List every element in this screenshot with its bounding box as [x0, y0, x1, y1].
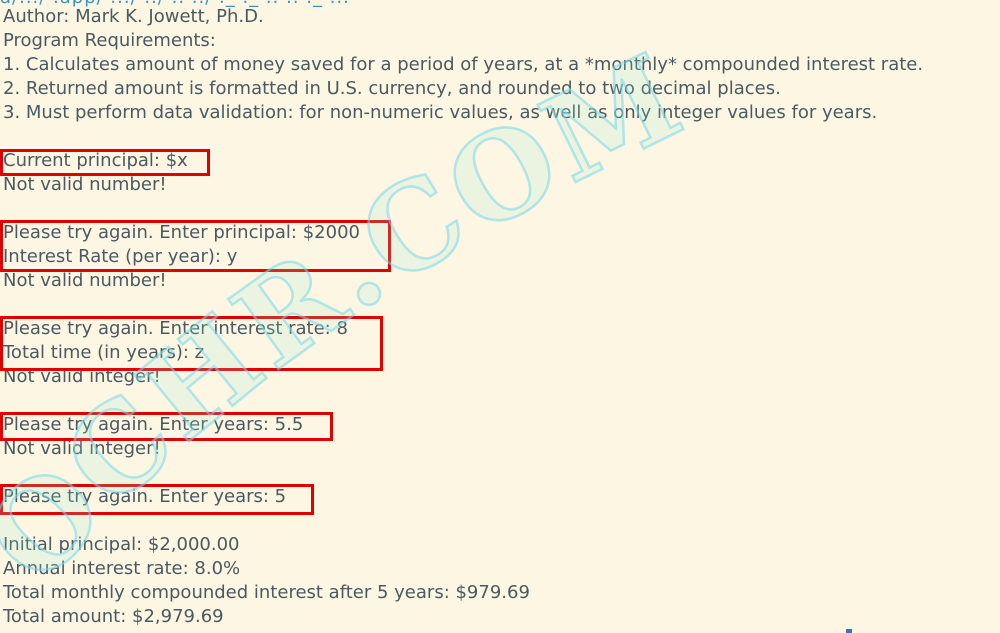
principal-prompt: Current principal: $x — [3, 150, 188, 171]
error-not-valid-number: Not valid number! — [3, 174, 167, 195]
requirement-item-3: 3. Must perform data validation: for non… — [3, 102, 878, 123]
error-not-valid-number: Not valid number! — [3, 270, 167, 291]
error-not-valid-integer: Not valid integer! — [3, 438, 161, 459]
clipped-header-text: a/.../ .app/ .../ ../ .. ../ ._ ._ .. ..… — [0, 0, 350, 10]
total-amount-result: Total amount: $2,979.69 — [3, 606, 224, 627]
highlight-box — [0, 220, 391, 272]
interest-rate-prompt: Interest Rate (per year): y — [3, 246, 238, 267]
highlight-box — [0, 484, 314, 515]
retry-interest-rate-prompt: Please try again. Enter interest rate: 8 — [3, 318, 348, 339]
retry-years-prompt: Please try again. Enter years: 5 — [3, 486, 287, 507]
error-not-valid-integer: Not valid integer! — [3, 366, 161, 387]
scroll-marker — [846, 629, 852, 633]
initial-principal-result: Initial principal: $2,000.00 — [3, 534, 240, 555]
retry-principal-prompt: Please try again. Enter principal: $2000 — [3, 222, 360, 243]
requirements-title: Program Requirements: — [3, 30, 216, 51]
requirement-item-2: 2. Returned amount is formatted in U.S. … — [3, 78, 781, 99]
highlight-box — [0, 316, 383, 371]
highlight-box — [0, 149, 210, 176]
highlight-box — [0, 412, 333, 441]
total-interest-result: Total monthly compounded interest after … — [3, 582, 530, 603]
retry-years-prompt: Please try again. Enter years: 5.5 — [3, 414, 304, 435]
total-time-prompt: Total time (in years): z — [3, 342, 205, 363]
annual-rate-result: Annual interest rate: 8.0% — [3, 558, 241, 579]
author-line: Author: Mark K. Jowett, Ph.D. — [3, 6, 264, 27]
requirement-item-1: 1. Calculates amount of money saved for … — [3, 54, 924, 75]
